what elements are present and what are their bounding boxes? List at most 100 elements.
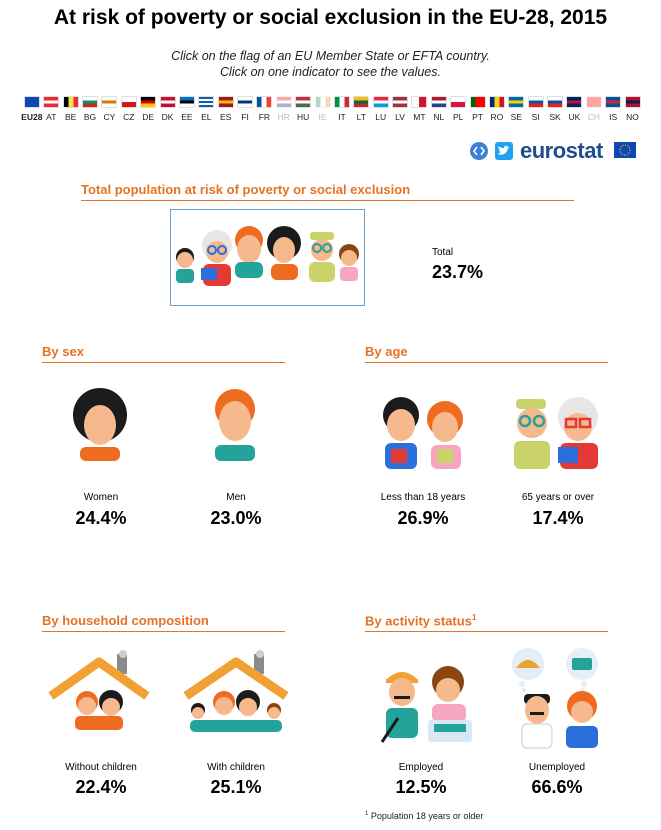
activity-title-text: By activity status	[365, 613, 472, 629]
flag-item-si[interactable]: SI	[526, 97, 545, 122]
flag-es-icon	[218, 97, 233, 107]
footnote-text: Population 18 years or older	[370, 811, 484, 821]
flag-item-it[interactable]: IT	[332, 97, 351, 122]
flag-item-no[interactable]: NO	[623, 97, 642, 122]
flag-item-cz[interactable]: CZ	[119, 97, 138, 122]
flag-item-ro[interactable]: RO	[487, 97, 506, 122]
flag-item-bg[interactable]: BG	[80, 97, 99, 122]
flag-item-fi[interactable]: FI	[235, 97, 254, 122]
section-title-sex: By sex	[42, 344, 285, 363]
section-title-total: Total population at risk of poverty or s…	[81, 182, 574, 201]
flag-item-hu[interactable]: HU	[293, 97, 312, 122]
flag-code-label: RO	[490, 112, 504, 122]
flag-item-el[interactable]: EL	[197, 97, 216, 122]
flag-code-label: EU28	[21, 112, 43, 122]
woman-afro-icon	[73, 388, 127, 461]
flag-pt-icon	[470, 97, 485, 107]
flag-item-hr[interactable]: HR	[274, 97, 293, 122]
flag-el-icon	[199, 97, 214, 107]
flag-cz-icon	[121, 97, 136, 107]
women-indicator[interactable]	[60, 385, 140, 463]
flag-item-lt[interactable]: LT	[352, 97, 371, 122]
under-18-indicator[interactable]	[373, 393, 473, 473]
flag-code-label: BE	[64, 112, 77, 122]
flag-code-label: PT	[472, 112, 483, 122]
with-children-label: With children	[207, 762, 265, 773]
flag-code-label: FR	[258, 112, 271, 122]
flag-bg-icon	[83, 97, 98, 107]
flag-se-icon	[509, 97, 524, 107]
flag-uk-icon	[567, 97, 582, 107]
flag-item-nl[interactable]: NL	[429, 97, 448, 122]
eurostat-logo[interactable]: eurostat	[520, 138, 603, 163]
flag-item-lv[interactable]: LV	[390, 97, 409, 122]
children-icon	[383, 397, 463, 469]
eu-flag-icon	[614, 142, 636, 158]
flag-item-ee[interactable]: EE	[177, 97, 196, 122]
flag-item-lu[interactable]: LU	[371, 97, 390, 122]
flag-item-fr[interactable]: FR	[255, 97, 274, 122]
flag-it-icon	[334, 97, 349, 107]
flag-item-eu28[interactable]: EU28	[21, 97, 43, 122]
unemployed-indicator[interactable]	[502, 648, 608, 750]
share-code-icon[interactable]	[470, 142, 488, 160]
over-65-label: 65 years or over	[521, 492, 595, 503]
men-indicator[interactable]	[195, 385, 275, 463]
total-indicator-box[interactable]	[170, 209, 365, 306]
flag-code-label: EE	[181, 112, 193, 122]
flag-item-uk[interactable]: UK	[565, 97, 584, 122]
flag-item-mt[interactable]: MT	[410, 97, 429, 122]
flag-code-label: AT	[46, 112, 57, 122]
flag-de-icon	[141, 97, 156, 107]
instruction-line-1: Click on the flag of an EU Member State …	[171, 49, 490, 63]
flag-item-sk[interactable]: SK	[545, 97, 564, 122]
flag-item-de[interactable]: DE	[138, 97, 157, 122]
flag-code-label: CY	[103, 112, 116, 122]
flag-item-ie[interactable]: IE	[313, 97, 332, 122]
flag-item-es[interactable]: ES	[216, 97, 235, 122]
flag-code-label: IE	[318, 112, 327, 122]
flag-item-pl[interactable]: PL	[448, 97, 467, 122]
flag-si-icon	[528, 97, 543, 107]
house-family-icon	[183, 650, 289, 732]
flag-code-label: CZ	[123, 112, 135, 122]
employed-indicator[interactable]	[378, 660, 478, 750]
instruction-line-2: Click on one indicator to see the values…	[220, 65, 441, 79]
house-couple-icon	[48, 650, 150, 730]
flag-hu-icon	[296, 97, 311, 107]
flag-code-label: FI	[241, 112, 249, 122]
flag-code-label: CH	[587, 112, 600, 122]
flag-item-ch[interactable]: CH	[584, 97, 603, 122]
men-label: Men	[226, 492, 246, 503]
unemployed-thinking-icon	[512, 648, 598, 749]
flag-at-icon	[44, 97, 59, 107]
flag-code-label: SE	[510, 112, 522, 122]
flag-item-dk[interactable]: DK	[158, 97, 177, 122]
unemployed-value: 66.6%	[531, 777, 583, 797]
section-title-household: By household composition	[42, 613, 285, 632]
flag-item-se[interactable]: SE	[507, 97, 526, 122]
flag-code-label: BG	[83, 112, 97, 122]
flag-code-label: EL	[201, 112, 212, 122]
flag-item-pt[interactable]: PT	[468, 97, 487, 122]
flag-code-label: HU	[297, 112, 310, 122]
page-title: At risk of poverty or social exclusion i…	[53, 6, 608, 29]
flag-sk-icon	[548, 97, 563, 107]
flag-nl-icon	[431, 97, 446, 107]
flag-item-is[interactable]: IS	[603, 97, 622, 122]
flag-fi-icon	[238, 97, 253, 107]
without-children-indicator[interactable]	[47, 650, 151, 735]
men-value: 23.0%	[210, 508, 262, 528]
flag-ie-icon	[315, 97, 330, 107]
flag-item-at[interactable]: AT	[42, 97, 61, 122]
flag-item-cy[interactable]: CY	[100, 97, 119, 122]
flag-lt-icon	[354, 97, 369, 107]
flag-ch-icon	[586, 97, 601, 107]
women-label: Women	[83, 492, 119, 503]
flag-lu-icon	[373, 97, 388, 107]
with-children-indicator[interactable]	[182, 650, 290, 735]
flag-item-be[interactable]: BE	[61, 97, 80, 122]
over-65-value: 17.4%	[532, 508, 584, 528]
over-65-indicator[interactable]	[502, 393, 608, 473]
twitter-icon[interactable]	[495, 142, 513, 160]
